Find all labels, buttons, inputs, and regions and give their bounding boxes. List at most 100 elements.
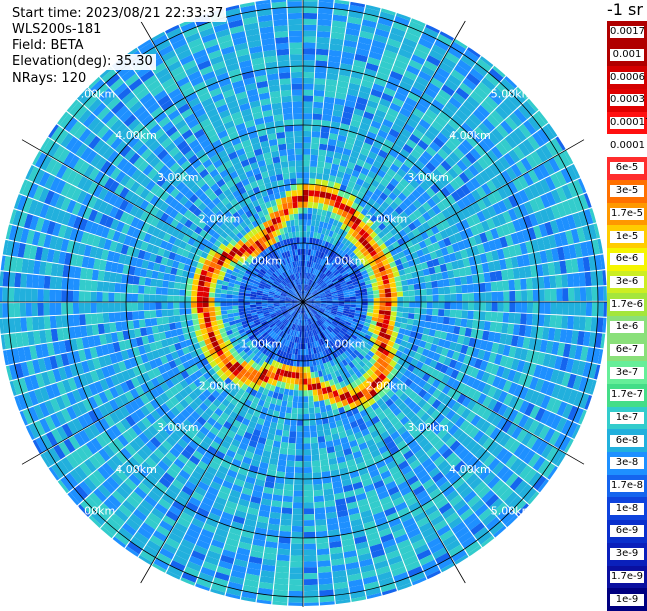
backscatter-cell — [467, 284, 474, 293]
backscatter-cell — [491, 550, 507, 564]
backscatter-cell — [303, 113, 312, 119]
backscatter-cell — [595, 416, 606, 433]
backscatter-cell — [317, 37, 330, 44]
backscatter-cell — [46, 487, 60, 503]
backscatter-cell — [7, 433, 19, 450]
backscatter-cell — [126, 312, 133, 321]
backscatter-cell — [303, 408, 309, 414]
backscatter-cell — [310, 161, 317, 167]
backscatter-cell — [528, 73, 543, 88]
backscatter-cell — [179, 302, 185, 308]
backscatter-cell — [215, 311, 221, 316]
backscatter-cell — [156, 303, 162, 310]
backscatter-cell — [407, 319, 414, 325]
backscatter-cell — [296, 438, 303, 444]
backscatter-cell — [250, 305, 256, 308]
backscatter-cell — [303, 385, 307, 391]
backscatter-cell — [318, 560, 331, 567]
backscatter-cell — [455, 318, 462, 326]
backscatter-cell — [318, 19, 332, 26]
backscatter-cell — [473, 284, 480, 293]
backscatter-cell — [313, 484, 323, 491]
backscatter-cell — [384, 0, 400, 4]
backscatter-cell — [420, 289, 426, 295]
backscatter-cell — [262, 302, 268, 304]
backscatter-cell — [298, 408, 304, 414]
backscatter-cell — [283, 496, 293, 503]
backscatter-cell — [477, 30, 493, 44]
backscatter-cell — [459, 26, 475, 39]
backscatter-cell — [306, 349, 309, 355]
backscatter-cell — [297, 420, 303, 426]
backscatter-cell — [1, 417, 12, 434]
backscatter-cell — [461, 285, 468, 293]
backscatter-cell — [385, 306, 391, 311]
backscatter-cell — [43, 303, 49, 316]
backscatter-cell — [391, 311, 397, 316]
backscatter-cell — [565, 129, 578, 145]
backscatter-cell — [43, 289, 49, 302]
backscatter-cell — [315, 507, 326, 514]
backscatter-cell — [20, 303, 26, 317]
backscatter-cell — [73, 303, 79, 314]
backscatter-cell — [520, 279, 527, 290]
backscatter-cell — [557, 472, 571, 488]
backscatter-cell — [431, 281, 438, 288]
backscatter-cell — [151, 318, 158, 326]
backscatter-cell — [280, 525, 292, 532]
backscatter-cell — [400, 0, 417, 10]
backscatter-cell — [595, 399, 606, 416]
backscatter-cell — [497, 281, 504, 291]
backscatter-cell — [395, 281, 402, 287]
backscatter-cell — [379, 293, 385, 297]
backscatter-cell — [595, 205, 605, 221]
backscatter-cell — [209, 307, 215, 312]
backscatter-cell — [304, 561, 317, 567]
backscatter-cell — [289, 431, 296, 437]
backscatter-cell — [185, 296, 191, 302]
backscatter-cell — [344, 300, 350, 302]
backscatter-cell — [551, 98, 565, 114]
backscatter-cell — [150, 310, 157, 318]
backscatter-cell — [303, 1, 318, 7]
backscatter-cell — [536, 499, 551, 515]
backscatter-cell — [133, 320, 140, 329]
backscatter-cell — [307, 220, 311, 226]
backscatter-cell — [395, 317, 402, 323]
backscatter-cell — [449, 578, 466, 591]
backscatter-cell — [28, 459, 41, 475]
backscatter-cell — [498, 302, 504, 312]
backscatter-cell — [304, 591, 318, 597]
backscatter-cell — [304, 438, 311, 444]
backscatter-cell — [288, 443, 296, 449]
backscatter-cell — [416, 588, 433, 599]
backscatter-cell — [421, 296, 427, 302]
backscatter-cell — [415, 296, 421, 302]
backscatter-cell — [109, 313, 116, 323]
backscatter-cell — [250, 302, 256, 305]
backscatter-cell — [303, 54, 315, 60]
backscatter-cell — [362, 302, 368, 305]
backscatter-cell — [439, 302, 445, 309]
backscatter-cell — [315, 72, 327, 79]
backscatter-cell — [175, 322, 182, 329]
backscatter-cell — [244, 299, 250, 302]
backscatter-cell — [304, 491, 314, 497]
backscatter-cell — [298, 396, 303, 402]
backscatter-cell — [298, 349, 301, 355]
backscatter-cell — [304, 432, 311, 438]
backscatter-cell — [373, 306, 379, 310]
backscatter-cell — [385, 599, 402, 607]
backscatter-cell — [172, 594, 189, 605]
backscatter-cell — [291, 372, 295, 378]
backscatter-cell — [317, 543, 329, 550]
backscatter-cell — [446, 573, 462, 586]
backscatter-cell — [6, 398, 17, 414]
backscatter-cell — [2, 303, 8, 318]
backscatter-cell — [49, 303, 55, 315]
backscatter-cell — [288, 597, 303, 603]
backscatter-cell — [56, 316, 63, 328]
backscatter-cell — [555, 315, 562, 328]
backscatter-cell — [286, 466, 295, 473]
backscatter-cell — [303, 349, 306, 355]
